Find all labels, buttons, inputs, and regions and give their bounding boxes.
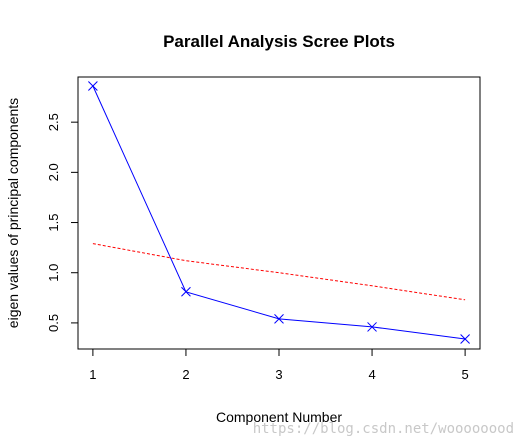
- data-point-marker: [181, 286, 191, 297]
- x-tick-label: 3: [275, 367, 282, 382]
- chart-title: Parallel Analysis Scree Plots: [163, 32, 395, 51]
- y-tick-label: 0.5: [46, 314, 61, 332]
- x-axis: 1 2 3 4 5: [89, 348, 469, 382]
- y-tick-label: 1.0: [46, 264, 61, 282]
- data-point-marker: [460, 334, 470, 344]
- x-tick-label: 2: [182, 367, 189, 382]
- y-tick-label: 2.0: [46, 163, 61, 181]
- data-point-marker: [88, 81, 98, 91]
- y-axis: 0.5 1.0 1.5 2.0 2.5: [46, 113, 79, 332]
- y-tick-label: 1.5: [46, 213, 61, 231]
- x-tick-label: 4: [368, 367, 375, 382]
- data-point-marker: [274, 314, 284, 324]
- plot-frame: [77, 76, 481, 350]
- plot-area: 1 2 3 4 5 0.5 1.0 1.5 2.0 2.5: [46, 76, 481, 382]
- x-axis-label: Component Number: [216, 409, 342, 425]
- y-axis-label: eigen values of principal components: [5, 98, 21, 328]
- y-tick-label: 2.5: [46, 113, 61, 131]
- series-line: [92, 243, 466, 301]
- x-tick-label: 5: [461, 367, 468, 382]
- data-point-marker: [367, 322, 377, 332]
- series-layer: [88, 81, 470, 344]
- series-line: [92, 85, 466, 340]
- x-tick-label: 1: [89, 367, 96, 382]
- watermark-text: https://blog.csdn.net/woooooood: [253, 421, 514, 437]
